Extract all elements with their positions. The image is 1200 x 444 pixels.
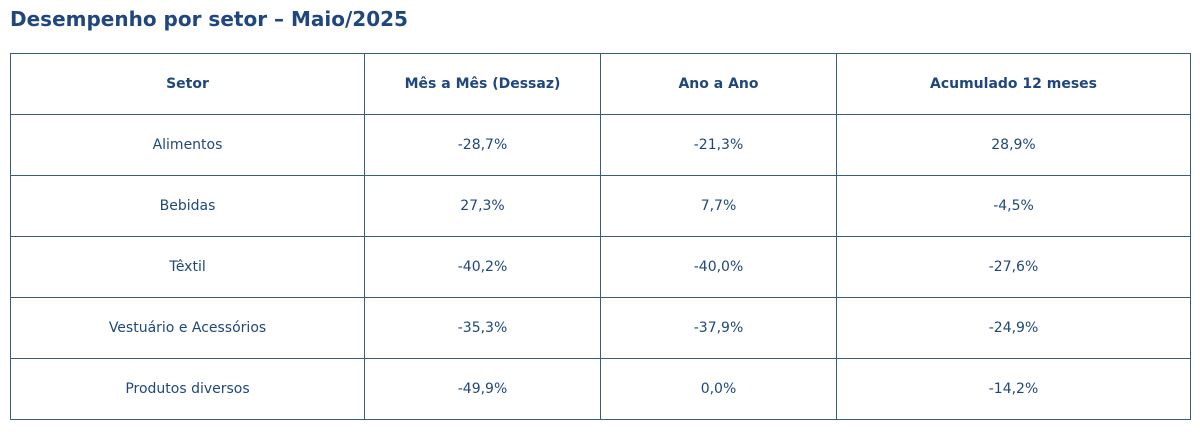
sector-cell: Vestuário e Acessórios [10, 297, 365, 359]
sector-cell: Bebidas [10, 175, 365, 237]
value-cell: -49,9% [364, 358, 601, 420]
value-cell: -21,3% [600, 114, 837, 176]
value-cell: 27,3% [364, 175, 601, 237]
value-cell: -35,3% [364, 297, 601, 359]
table-header-row: Setor Mês a Mês (Dessaz) Ano a Ano Acumu… [10, 53, 1191, 115]
value-cell: -40,2% [364, 236, 601, 298]
table-row: Alimentos -28,7% -21,3% 28,9% [10, 114, 1191, 176]
value-cell: -28,7% [364, 114, 601, 176]
value-cell: -37,9% [600, 297, 837, 359]
table-row: Têxtil -40,2% -40,0% -27,6% [10, 236, 1191, 298]
sector-cell: Produtos diversos [10, 358, 365, 420]
column-header: Setor [10, 53, 365, 115]
value-cell: -4,5% [836, 175, 1191, 237]
value-cell: -14,2% [836, 358, 1191, 420]
value-cell: -24,9% [836, 297, 1191, 359]
column-header: Acumulado 12 meses [836, 53, 1191, 115]
page-title: Desempenho por setor – Maio/2025 [10, 7, 408, 31]
column-header: Mês a Mês (Dessaz) [364, 53, 601, 115]
sector-cell: Têxtil [10, 236, 365, 298]
table-row: Bebidas 27,3% 7,7% -4,5% [10, 175, 1191, 237]
performance-table: Setor Mês a Mês (Dessaz) Ano a Ano Acumu… [10, 53, 1191, 420]
table-row: Produtos diversos -49,9% 0,0% -14,2% [10, 358, 1191, 420]
value-cell: -27,6% [836, 236, 1191, 298]
value-cell: 0,0% [600, 358, 837, 420]
sector-cell: Alimentos [10, 114, 365, 176]
table-row: Vestuário e Acessórios -35,3% -37,9% -24… [10, 297, 1191, 359]
value-cell: -40,0% [600, 236, 837, 298]
value-cell: 28,9% [836, 114, 1191, 176]
value-cell: 7,7% [600, 175, 837, 237]
column-header: Ano a Ano [600, 53, 837, 115]
